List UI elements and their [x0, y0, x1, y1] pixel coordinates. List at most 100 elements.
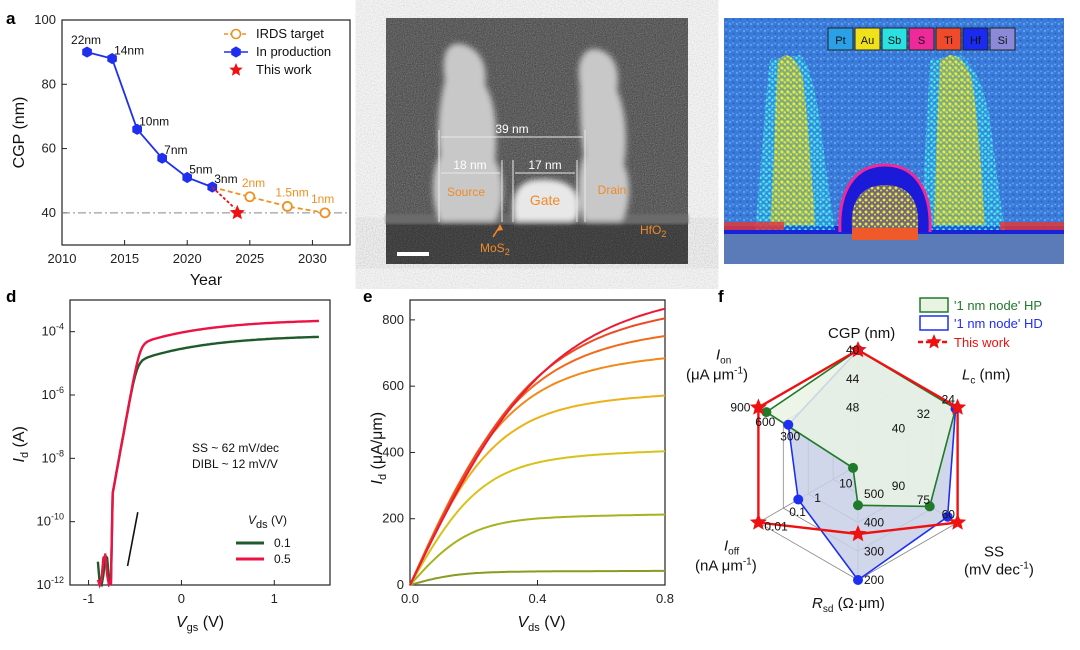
production-label: 10nm — [139, 114, 169, 128]
legend-label: 0.1 — [274, 536, 291, 550]
panel-a-chart: 2010 2015 2020 2025 2030 40 60 80 100 Year CGP (nm… — [11, 12, 351, 289]
radar-star — [949, 513, 967, 530]
y-tick-label: 10-10 — [37, 512, 64, 529]
output-curve — [409, 317, 666, 586]
legend-production-label: In production — [256, 44, 331, 59]
production-label: 14nm — [114, 44, 144, 58]
y-axis-label: Id (μA/μm) — [369, 412, 389, 485]
x-tick-label: 2015 — [110, 251, 139, 266]
y-tick-label: 100 — [34, 12, 56, 27]
label-hfo2: HfO2 — [640, 223, 666, 239]
legend-hd-label: '1 nm node' HD — [954, 316, 1043, 331]
eds-legend-swatch — [827, 27, 854, 51]
radar-tick-label: 32 — [917, 407, 931, 421]
radar-tick-label: 40 — [892, 421, 906, 435]
eds-legend-label: Ti — [944, 35, 953, 47]
y-tick-label: 10-4 — [42, 322, 64, 339]
panel-d-chart: -1 0 1 10-12 10-10 10-8 10-6 10-4 Vgs (V) Id (A) S… — [11, 299, 331, 634]
y-tick-label: 600 — [382, 378, 404, 393]
radar-axis-ss-unit: (mV dec-1) — [964, 561, 1034, 579]
irds-label: 1.5nm — [275, 185, 308, 199]
production-point — [132, 123, 142, 135]
radar-axis-ion-unit: (μA μm-1) — [686, 366, 748, 384]
x-tick-label: -1 — [83, 591, 95, 606]
x-tick-label: 2025 — [235, 251, 264, 266]
radar-marker — [853, 500, 863, 511]
output-curve — [409, 357, 666, 586]
output-curve — [409, 513, 666, 586]
radar-axis-ioff: Ioff — [724, 538, 739, 558]
radar-tick-label: 300 — [780, 429, 800, 443]
panel-e-chart: 0.0 0.4 0.8 0 200 400 600 800 Vds (V) Id (μA/μm) — [369, 299, 674, 634]
y-axis-label: CGP (nm) — [11, 97, 28, 169]
output-curve — [409, 307, 666, 586]
x-axis-label: Vds (V) — [518, 614, 566, 634]
radar-axis-ion: Ion — [716, 347, 731, 367]
eds-legend-swatch — [854, 27, 881, 51]
legend-this-work-star — [926, 334, 942, 349]
radar-axis-ioff-unit: (nA μm-1) — [695, 557, 757, 575]
radar-axis-lc: Lc (nm) — [962, 367, 1010, 387]
radar-marker — [848, 462, 859, 473]
y-tick-label: 80 — [42, 76, 56, 91]
label-drain: Drain — [598, 183, 627, 197]
plot-frame — [69, 299, 331, 586]
y-tick-label: 10-12 — [37, 575, 64, 592]
radar-marker — [793, 494, 804, 505]
legend-this-work-marker — [229, 63, 243, 76]
legend-this-work-label: This work — [954, 335, 1010, 350]
radar-tick-label: 0.01 — [764, 520, 788, 534]
radar-tick-label: 24 — [942, 393, 956, 407]
legend-irds-marker — [230, 28, 242, 40]
radar-marker — [761, 407, 772, 418]
production-point — [107, 53, 117, 65]
y-tick-label: 40 — [42, 205, 56, 220]
radar-tick-label: 44 — [846, 372, 860, 386]
irds-point — [281, 201, 293, 212]
x-tick-label: 0.4 — [528, 591, 546, 606]
radar-tick-label: 90 — [892, 479, 906, 493]
production-point — [82, 46, 92, 58]
panel-letter-a: a — [6, 9, 16, 28]
output-curve — [409, 394, 666, 586]
panel-b-tem-image: 39 nm 18 nm 17 nm Source Gate Drain HfO2… — [386, 18, 688, 264]
legend-this-work-label: This work — [256, 62, 312, 77]
label-source: Source — [447, 185, 485, 199]
eds-legend-label: S — [918, 35, 925, 47]
production-point — [157, 152, 167, 164]
panel-letter-e: e — [363, 287, 372, 306]
production-point — [207, 181, 218, 193]
radar-axis-cgp: CGP (nm) — [828, 325, 895, 342]
production-label: 22nm — [71, 33, 101, 47]
radar-series-0 — [764, 349, 957, 508]
label-gate: Gate — [530, 192, 561, 208]
radar-star — [949, 398, 967, 415]
y-tick-label: 10-6 — [42, 385, 64, 402]
production-label: 3nm — [214, 172, 237, 186]
legend-irds-label: IRDS target — [256, 26, 324, 41]
y-tick-label: 0 — [397, 577, 404, 592]
irds-line — [212, 186, 326, 214]
eds-legend-swatch — [881, 27, 908, 51]
irds-label: 1nm — [311, 192, 334, 206]
x-axis-label: Year — [190, 272, 223, 289]
y-tick-label: 10-8 — [42, 448, 64, 465]
y-tick-label: 200 — [382, 511, 404, 526]
radar-star — [849, 341, 867, 358]
irds-label: 2nm — [242, 176, 265, 190]
radar-tick-label: 1 — [814, 491, 821, 505]
eds-legend-label: Sb — [888, 35, 901, 47]
radar-tick-label: 500 — [864, 487, 884, 501]
radar-tick-label: 75 — [917, 493, 931, 507]
y-tick-label: 800 — [382, 312, 404, 327]
transfer-curve-0.5 — [96, 319, 319, 589]
eds-legend: Pt Au Sb S Ti Hf Si — [827, 27, 1016, 51]
x-axis-label: Vgs (V) — [176, 614, 224, 634]
panel-f-radar-chart: 40 44 48 24 32 40 60 75 90 200 300 400 500 0.010.1 1 10… — [686, 297, 1043, 615]
irds-point — [319, 207, 331, 219]
legend-hp-swatch — [919, 297, 949, 313]
x-tick-label: 0 — [178, 591, 185, 606]
production-point — [182, 171, 192, 184]
annotation-ss: SS ~ 62 mV/dec — [192, 441, 279, 455]
